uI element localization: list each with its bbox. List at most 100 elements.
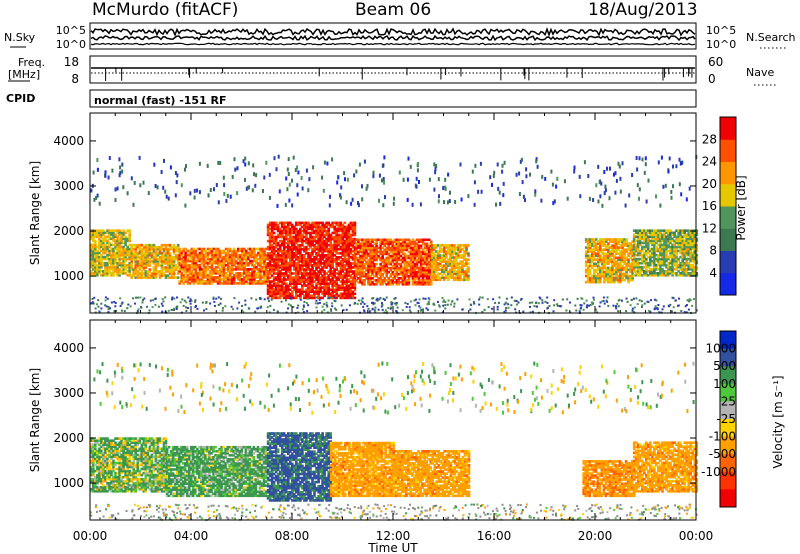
scatter-cell [138,249,142,253]
scatter-cell [297,247,300,251]
scatter-cell [194,272,198,275]
sparse-cell [231,174,234,179]
scatter-cell [689,255,692,259]
scatter-cell [461,270,464,273]
scatter-cell [289,276,292,279]
scatter-cell [449,264,452,267]
scatter-cell [192,276,196,279]
scatter-cell [389,283,393,286]
scatter-cell [617,248,620,251]
scatter-cell [335,286,338,289]
scatter-cell [365,238,368,242]
scatter-cell [401,279,405,282]
scatter-cell [441,258,444,261]
scatter-cell [683,235,686,239]
scatter-cell [367,248,370,252]
scatter-cell [453,260,456,263]
scatter-cell [92,255,95,259]
scatter-cell [359,274,362,278]
scatter-cell [623,240,626,243]
scatter-cell [413,272,417,276]
scatter-cell [597,246,600,249]
scatter-cell [345,280,349,283]
scatter-cell [430,260,434,263]
scatter-cell [429,281,433,284]
scatter-cell [104,270,107,273]
scatter-cell [272,270,276,273]
scatter-cell [693,231,697,235]
scatter-cell [325,256,328,259]
scatter-cell [611,254,614,257]
scatter-cell [345,227,349,231]
scatter-cell [325,241,328,245]
scatter-cell [278,286,282,289]
scatter-cell [333,270,336,273]
scatter-cell [268,254,272,257]
scatter-cell [625,268,628,272]
scatter-cell [140,256,144,259]
scatter-cell [265,265,268,269]
scatter-cell [419,256,423,260]
scatter-cell [118,272,121,275]
scatter-cell [643,259,646,263]
scatter-cell [663,270,666,273]
scatter-cell [591,244,594,247]
scatter-cell [150,247,154,251]
scatter-cell [371,262,374,266]
scatter-cell [605,256,608,260]
scatter-cell [142,272,146,275]
scatter-cell [629,278,632,282]
scatter-cell [361,270,364,274]
scatter-cell [188,255,192,259]
scatter-cell [419,279,423,282]
scatter-cell [634,247,638,251]
scatter-cell [305,247,308,251]
scatter-cell [210,272,214,275]
scatter-cell [441,250,444,253]
scatter-cell [309,294,312,298]
scatter-cell [603,248,606,251]
scatter-cell [237,247,240,251]
scatter-cell [603,276,606,280]
scatter-cell [693,255,697,259]
scatter-cell [239,247,242,251]
scatter-cell [399,258,403,262]
scatter-cell [679,249,682,253]
scatter-cell [291,254,294,257]
scatter-cell [459,248,462,251]
scatter-cell [218,276,222,279]
scatter-cell [120,272,123,275]
scatter-cell [214,272,218,275]
scatter-cell [210,261,214,265]
scatter-cell [586,248,590,251]
scatter-cell [327,233,330,237]
scatter-cell [333,221,336,225]
scatter-cell [465,262,468,265]
scatter-cell [693,265,697,269]
scatter-cell [243,255,246,259]
scatter-cell [619,256,622,260]
scatter-cell [675,263,678,267]
scatter-cell [232,251,236,255]
scatter-cell [274,227,278,231]
scatter-cell [297,243,300,247]
scatter-cell [92,247,95,251]
scatter-cell [393,274,397,278]
scatter-cell [584,280,588,284]
scatter-cell [365,256,368,260]
scatter-cell [453,258,456,261]
scatter-cell [691,231,695,235]
sparse-cell [138,155,141,160]
power-scatter-cells [90,154,699,315]
scatter-cell [259,276,262,279]
scatter-cell [629,246,632,249]
scatter-cell [208,261,212,265]
scatter-cell [289,252,292,255]
scatter-cell [291,231,294,235]
scatter-cell [335,247,338,251]
scatter-cell [253,270,256,273]
scatter-cell [441,266,444,269]
scatter-cell [351,221,355,225]
scatter-cell [465,276,468,280]
scatter-cell [319,278,322,281]
